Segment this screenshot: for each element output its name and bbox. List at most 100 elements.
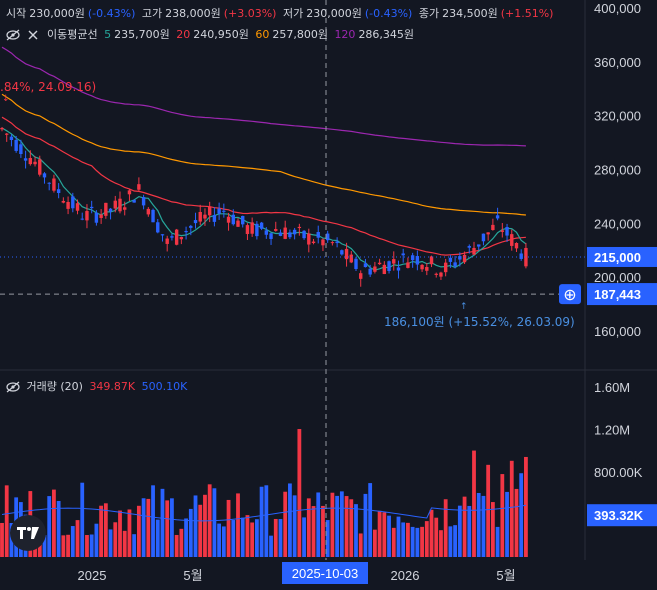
close-icon[interactable] xyxy=(27,29,41,41)
candle-body xyxy=(448,257,453,262)
ma-legend: 이동평균선 5 235,700원 20 240,950원 60 257,800원 12… xyxy=(6,26,417,42)
volume-bar xyxy=(193,495,198,557)
ma120-value: 286,345원 xyxy=(358,28,415,41)
volume-bar xyxy=(89,534,94,557)
candle-body xyxy=(519,253,523,259)
candle-body xyxy=(75,203,80,211)
candle-body xyxy=(401,253,405,256)
ma5-line xyxy=(1,127,527,271)
volume-bar xyxy=(108,529,113,557)
volume-tick-label: 1.60M xyxy=(594,380,630,395)
volume-bar xyxy=(184,518,188,557)
candle-body xyxy=(425,267,429,271)
volume-bar xyxy=(254,519,259,557)
candle-body xyxy=(420,264,424,270)
volume-bar xyxy=(377,510,382,557)
candle-body xyxy=(71,196,75,209)
volume-bar xyxy=(472,450,476,557)
candle-body xyxy=(354,258,358,270)
open-change: (-0.43%) xyxy=(87,7,136,20)
candle-body xyxy=(132,200,136,203)
time-axis-label: 2025 xyxy=(78,568,107,583)
volume-bar xyxy=(42,535,47,557)
volume-ma1: 349.87K xyxy=(89,380,136,393)
candle-body xyxy=(387,261,391,272)
candle-body xyxy=(226,216,231,223)
volume-bar xyxy=(321,505,325,557)
crosshair-date-text: 2025-10-03 xyxy=(292,566,359,581)
candle-body xyxy=(392,259,396,264)
volume-bar xyxy=(226,499,231,557)
volume-bar xyxy=(476,493,481,557)
volume-bar xyxy=(382,512,387,557)
candle-body xyxy=(495,215,500,219)
volume-bar xyxy=(122,530,127,557)
tradingview-logo-icon[interactable] xyxy=(10,515,46,551)
volume-legend: 거래량 (20) 349.87K 500.10K xyxy=(6,378,190,394)
volume-title: 거래량 (20) xyxy=(26,380,83,393)
candle-body xyxy=(481,233,486,242)
candle-body xyxy=(472,247,476,255)
close-change: (+1.51%) xyxy=(500,7,554,20)
candle-body xyxy=(363,263,368,268)
volume-bar xyxy=(47,496,52,557)
volume-bar xyxy=(94,523,99,557)
candle-body xyxy=(222,210,226,212)
volume-bar xyxy=(56,500,61,557)
candle-body xyxy=(236,220,240,227)
current-price-tag xyxy=(587,246,657,267)
candle-body xyxy=(335,241,339,244)
high-label: 고가 xyxy=(141,7,163,20)
volume-bar xyxy=(387,515,391,557)
volume-bar xyxy=(325,520,330,557)
volume-bar xyxy=(490,502,495,557)
candle-body xyxy=(514,243,519,249)
candle-body xyxy=(250,222,254,234)
volume-bar xyxy=(292,495,297,557)
price-tick-label: 320,000 xyxy=(594,109,641,124)
candle-body xyxy=(368,268,372,275)
candle-body xyxy=(311,241,316,244)
volume-bar xyxy=(363,493,368,557)
volume-bar xyxy=(514,488,519,557)
candle-body xyxy=(255,223,259,237)
volume-bar xyxy=(354,504,358,557)
visibility-icon[interactable] xyxy=(6,381,20,393)
volume-bar xyxy=(127,509,132,557)
candle-body xyxy=(330,242,335,244)
candle-body xyxy=(94,212,99,223)
candle-body xyxy=(434,273,438,275)
volume-bar xyxy=(509,460,514,557)
close-label: 종가 xyxy=(418,7,440,20)
volume-bar xyxy=(174,534,179,557)
volume-bar xyxy=(358,533,363,557)
candle-body xyxy=(141,197,146,206)
ma-title: 이동평균선 xyxy=(47,28,98,41)
visibility-icon[interactable] xyxy=(6,29,20,41)
low-change: (-0.43%) xyxy=(364,7,413,20)
crosshair-price-tag xyxy=(587,283,657,306)
candle-body xyxy=(207,206,212,216)
volume-bar xyxy=(302,517,306,557)
candle-body xyxy=(500,230,505,232)
ma20-period: 20 xyxy=(176,28,191,41)
volume-bar xyxy=(80,482,85,557)
candle-body xyxy=(340,250,344,255)
high-marker-arrow: ↓ xyxy=(2,94,10,104)
candle-body xyxy=(283,227,287,239)
close-value: 234,500원 xyxy=(442,7,498,20)
candle-body xyxy=(179,237,184,240)
volume-bar xyxy=(146,498,151,557)
candle-body xyxy=(156,222,160,233)
volume-ma2: 500.10K xyxy=(141,380,188,393)
candle-body xyxy=(56,189,61,193)
plus-icon: ⊕ xyxy=(563,285,576,304)
candle-body xyxy=(160,234,165,236)
volume-bar xyxy=(75,520,80,557)
volume-bar xyxy=(66,534,70,557)
ma60-period: 60 xyxy=(255,28,270,41)
candle-body xyxy=(28,158,33,165)
volume-bar xyxy=(486,464,491,557)
volume-bar xyxy=(217,523,222,557)
